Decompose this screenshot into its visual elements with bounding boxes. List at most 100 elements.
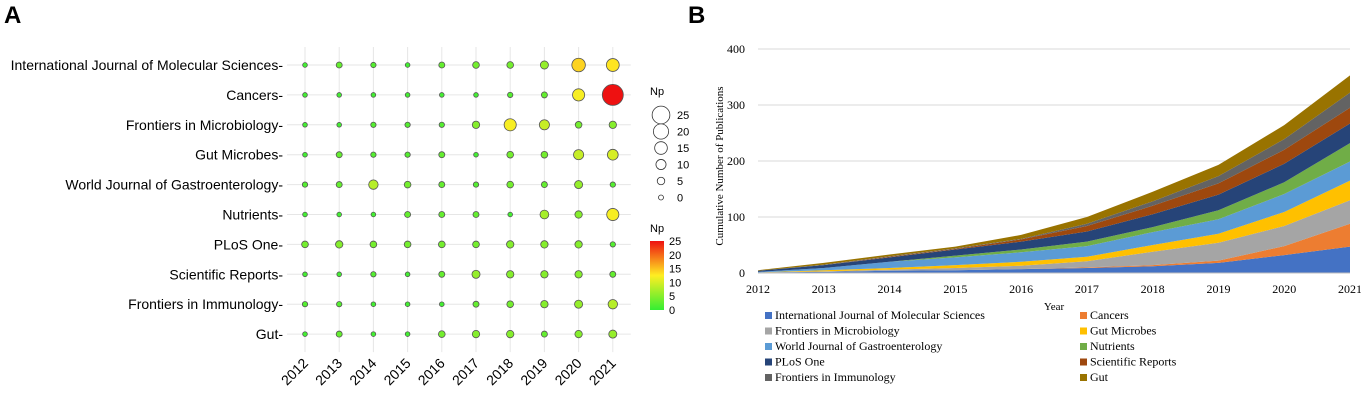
area-series-frontiers-in-microbiology (758, 200, 1350, 273)
x-axis-label: Year (1044, 301, 1065, 313)
bubble (370, 271, 377, 278)
size-legend-label: 0 (677, 193, 683, 205)
x-tick-label: 2020 (1272, 282, 1296, 296)
bubble (404, 121, 411, 128)
bubble (574, 270, 583, 279)
bubble-chart: International Journal of Molecular Scien… (11, 47, 689, 388)
bubble (302, 331, 308, 337)
y-tick-label: 100 (727, 210, 745, 224)
bubble (404, 151, 411, 158)
bubble (370, 121, 377, 128)
color-legend-title: Np (650, 223, 664, 235)
bubble (438, 270, 446, 278)
legend-swatch (765, 358, 772, 366)
bubble (609, 270, 617, 278)
size-legend-circle (654, 141, 668, 155)
legend-label: World Journal of Gastroenterology (775, 339, 942, 353)
bubble (503, 118, 517, 132)
x-tick-label: 2012 (746, 282, 770, 296)
bubble (302, 151, 308, 158)
panel-label-b: B (688, 2, 706, 29)
bubble (370, 211, 377, 218)
bubble (370, 151, 377, 158)
bubble (335, 151, 343, 159)
bubble (404, 62, 411, 68)
bubble (606, 208, 620, 221)
legend-swatch (1080, 312, 1087, 319)
color-legend-bar (650, 241, 664, 310)
bubble (506, 329, 515, 339)
bubble (404, 271, 411, 278)
bubble (472, 211, 480, 218)
bubble (540, 91, 548, 99)
bubble (609, 181, 616, 188)
bubble (574, 180, 584, 190)
bubble (572, 88, 586, 102)
x-tick-label: 2012 (278, 355, 311, 388)
y-tick-label: Gut Microbes- (195, 147, 283, 163)
area-series-plos-one (758, 123, 1350, 272)
bubble (574, 299, 584, 309)
size-legend-title: Np (650, 86, 664, 98)
x-tick-label: 2014 (346, 355, 379, 388)
y-axis-label: Cumulative Number of Publications (714, 86, 726, 245)
bubble (540, 150, 549, 159)
bubble (473, 92, 479, 98)
y-tick-label: Frontiers in Microbiology- (126, 117, 283, 133)
size-legend-label: 5 (677, 176, 683, 188)
x-tick-label: 2013 (812, 282, 836, 296)
bubble (574, 210, 583, 219)
y-tick-label: PLoS One- (214, 236, 284, 252)
x-tick-label: 2019 (1206, 282, 1230, 296)
bubble (571, 57, 586, 73)
legend-label: Frontiers in Immunology (775, 370, 896, 384)
x-tick-label: 2020 (551, 355, 584, 388)
bubble (439, 92, 445, 98)
x-tick-label: 2015 (380, 355, 413, 388)
legend-label: PLoS One (775, 355, 825, 369)
bubble (472, 300, 480, 308)
y-tick-label: International Journal of Molecular Scien… (11, 57, 284, 73)
bubble (336, 122, 342, 128)
bubble (336, 301, 343, 308)
y-tick-label: Cancers- (226, 87, 283, 103)
x-tick-label: 2016 (415, 355, 448, 388)
color-legend-label: 0 (669, 305, 675, 317)
legend-swatch (1080, 343, 1087, 350)
size-legend-label: 20 (677, 127, 689, 139)
color-legend-label: 10 (669, 277, 681, 289)
bubble (335, 330, 343, 338)
bubble (404, 301, 411, 307)
size-legend-label: 10 (677, 160, 689, 172)
y-tick-label: Scientific Reports- (169, 266, 283, 282)
legend-swatch (765, 327, 772, 335)
bubble (438, 181, 446, 189)
bubble (370, 301, 377, 307)
bubble (506, 150, 514, 159)
bubble (506, 180, 514, 189)
y-tick-label: 300 (727, 98, 745, 112)
bubble (302, 122, 308, 128)
bubble (471, 269, 481, 279)
bubble (540, 270, 549, 279)
bubble (438, 211, 446, 218)
bubble (302, 62, 308, 68)
bubble (506, 300, 514, 308)
area-series-world-journal-of-gastroenterology (758, 161, 1350, 273)
bubble (336, 271, 342, 278)
x-tick-label: 2015 (943, 282, 967, 296)
bubble (404, 92, 411, 98)
bubble (370, 331, 377, 337)
bubble (606, 148, 619, 161)
bubble (336, 92, 342, 98)
bubble (539, 60, 549, 70)
x-tick-label: 2021 (1338, 282, 1361, 296)
legend-label: Frontiers in Microbiology (775, 324, 900, 338)
x-tick-label: 2017 (449, 355, 482, 388)
size-legend-circle (656, 176, 666, 186)
x-tick-label: 2019 (517, 355, 550, 388)
y-tick-label: Frontiers in Immunology- (128, 296, 283, 312)
color-legend-label: 15 (669, 264, 681, 276)
bubble (540, 240, 549, 249)
bubble (301, 240, 309, 249)
